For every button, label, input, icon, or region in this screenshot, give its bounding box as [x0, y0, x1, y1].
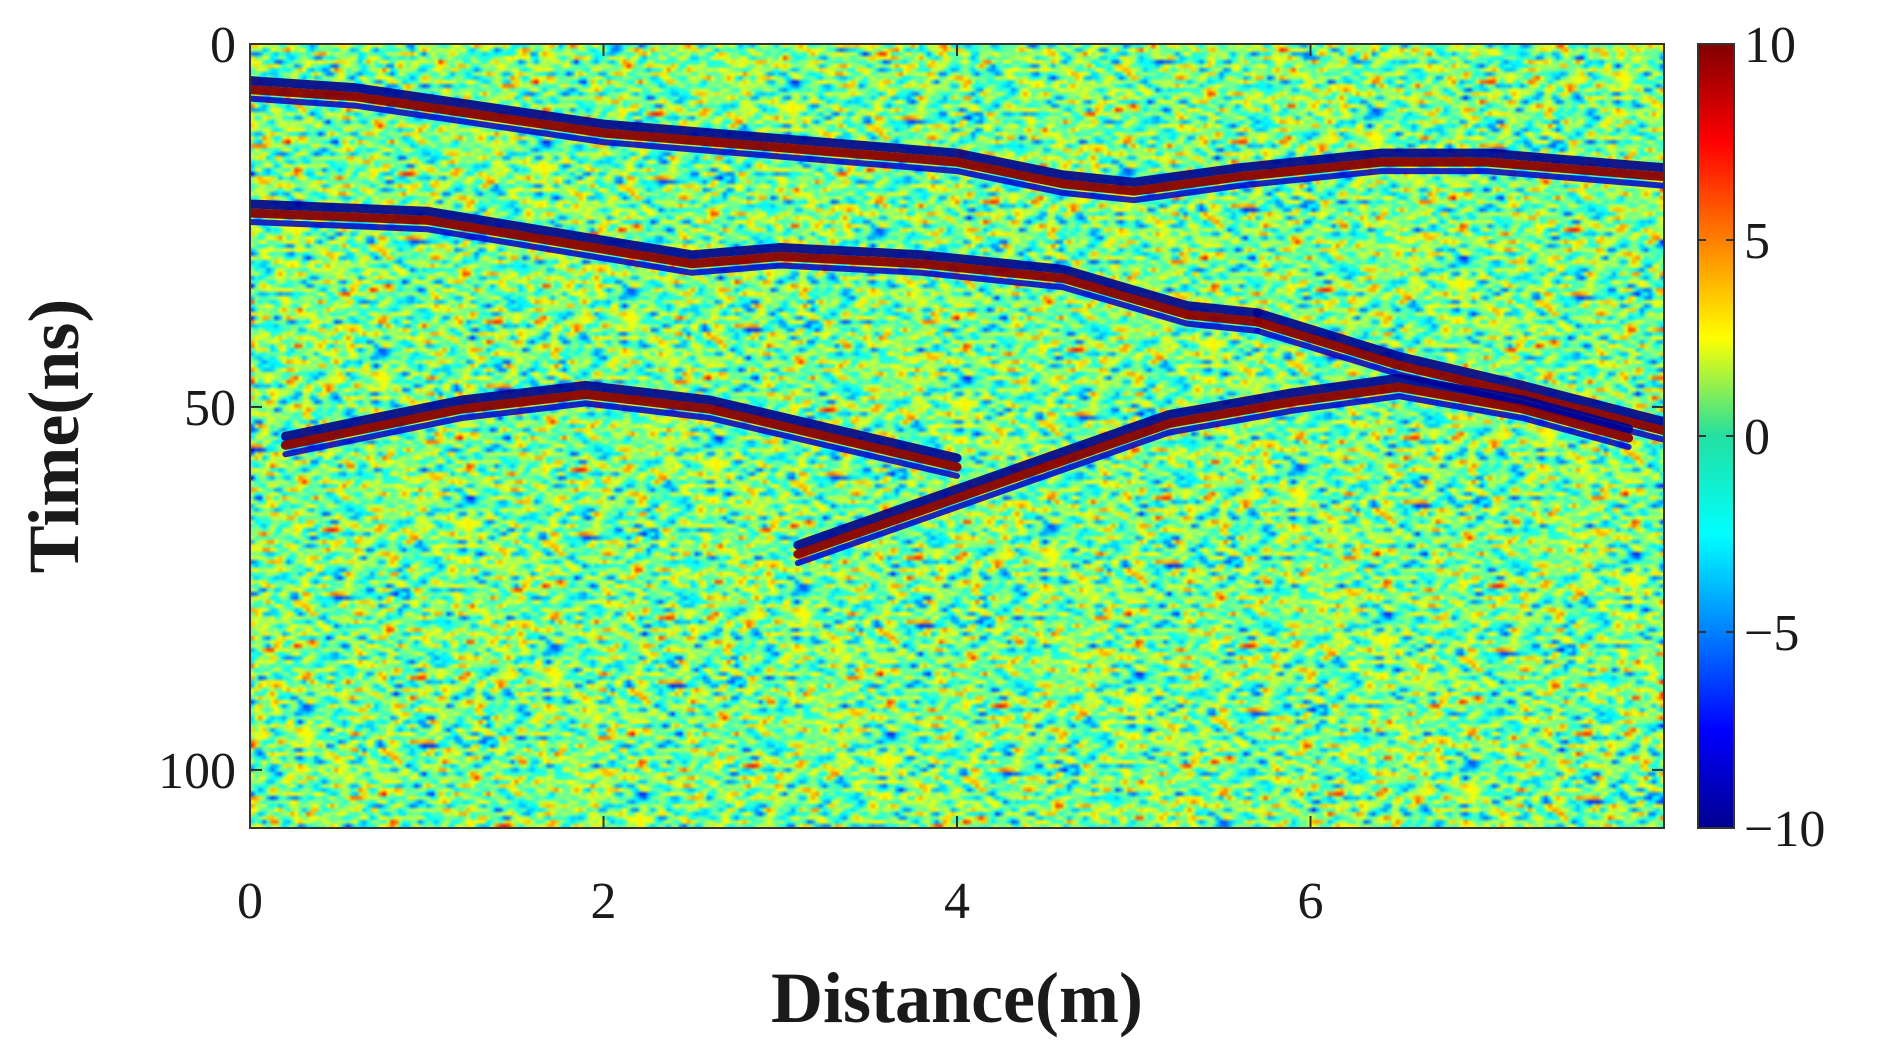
reflection-trough	[250, 76, 1664, 187]
reflection-peak	[250, 85, 1664, 196]
colorbar: 10 5 0 −5 −10	[1697, 17, 1825, 858]
plot-area	[249, 43, 1665, 829]
reflection-peak	[280, 389, 962, 472]
reflection-trough	[793, 373, 1634, 550]
reflection-trough-lower	[250, 219, 1261, 334]
x-tick-label: 2	[591, 873, 617, 930]
reflection-peak	[1253, 317, 1664, 436]
colorbar-tick-label: −10	[1744, 801, 1825, 858]
colorbar-tick-label: 5	[1744, 213, 1770, 270]
y-tick-label: 50	[184, 380, 236, 437]
reflection-peak	[793, 382, 1634, 559]
colorbar-tick-label: 0	[1744, 409, 1770, 466]
y-tick-label: 0	[210, 17, 236, 74]
y-axis-title: Time(ns)	[14, 299, 94, 574]
x-tick-label: 6	[1298, 873, 1324, 930]
reflection-peak	[250, 208, 1262, 327]
x-axis-title: Distance(m)	[771, 958, 1143, 1038]
y-axis-ticks: 0 50 100	[158, 17, 1664, 800]
colorbar-tick-label: 10	[1744, 17, 1796, 74]
reflection-trough-lower	[250, 95, 1664, 204]
reflection-trough	[1253, 308, 1664, 427]
y-tick-label: 100	[158, 743, 236, 800]
x-tick-label: 4	[944, 873, 970, 930]
reflection-trough	[250, 199, 1262, 318]
colorbar-tick-label: −5	[1744, 605, 1799, 662]
x-tick-label: 0	[237, 873, 263, 930]
radargram-heatmap	[250, 44, 1664, 828]
reflection-lines	[250, 76, 1664, 567]
colorbar-ticks: 10 5 0 −5 −10	[1698, 17, 1825, 858]
reflection-trough-lower	[282, 400, 960, 479]
x-axis-ticks: 0 2 4 6	[237, 44, 1324, 930]
reflection-trough	[280, 380, 962, 463]
reflection-trough-lower	[794, 393, 1632, 567]
